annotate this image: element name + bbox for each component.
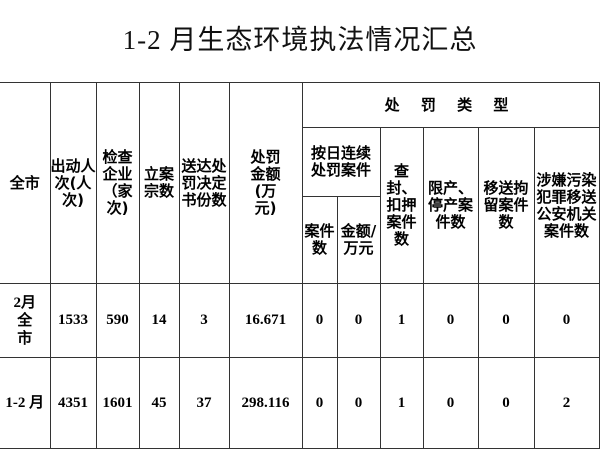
cell: 1 (379, 357, 424, 449)
cell: 0 (301, 357, 338, 449)
cell: 0 (533, 283, 600, 358)
cell: 16.671 (228, 283, 303, 358)
header-seizure: 查封、扣押案件数 (379, 127, 424, 284)
cell: 4351 (49, 357, 97, 449)
header-cases-filed: 立案宗数 (138, 82, 180, 284)
header-daily-count: 案件数 (302, 196, 338, 284)
header-penalty-type: 处 罚 类 型 (301, 82, 600, 128)
header-detention: 移送拘留案件数 (477, 127, 535, 284)
cell: 1 (379, 283, 424, 358)
cell: 0 (301, 283, 338, 358)
header-production-limit: 限产、停产案件数 (422, 127, 479, 284)
cell: 0 (422, 357, 479, 449)
cell: 2 (533, 357, 600, 449)
cell: 0 (336, 357, 381, 449)
cell: 0 (422, 283, 479, 358)
cell: 1601 (95, 357, 140, 449)
cell: 1533 (49, 283, 97, 358)
header-decisions: 送达处罚决定书份数 (178, 82, 230, 284)
row-label: 1-2 月 (0, 357, 51, 449)
table-row: 1-2 月 4351 1601 45 37 298.116 0 0 1 0 0 … (0, 357, 600, 449)
cell: 0 (477, 283, 535, 358)
cell: 14 (138, 283, 180, 358)
row-label: 2月全市 (0, 283, 51, 358)
header-daily-penalty: 按日连续处罚案件 (302, 127, 381, 197)
header-fine-amount: 处罚金额(万元) (228, 82, 303, 284)
cell: 0 (336, 283, 381, 358)
header-inspected: 检查企业（家次) (95, 82, 140, 284)
cell: 3 (178, 283, 230, 358)
cell: 45 (138, 357, 180, 449)
cell: 0 (477, 357, 535, 449)
header-region: 全市 (0, 82, 51, 284)
page-title: 1-2 月生态环境执法情况汇总 (122, 25, 478, 55)
header-dispatched: 出动人次(人次) (49, 82, 97, 284)
cell: 37 (178, 357, 230, 449)
cell: 298.116 (228, 357, 303, 449)
table-row: 2月全市 1533 590 14 3 16.671 0 0 1 0 0 0 (0, 283, 600, 358)
header-daily-amount: 金额/万元 (336, 196, 381, 284)
cell: 590 (95, 283, 140, 358)
enforcement-summary-table: 全市 出动人次(人次) 检查企业（家次) 立案宗数 送达处罚决定书份数 处罚金额… (0, 82, 600, 449)
header-criminal: 涉嫌污染犯罪移送公安机关案件数 (533, 127, 600, 284)
